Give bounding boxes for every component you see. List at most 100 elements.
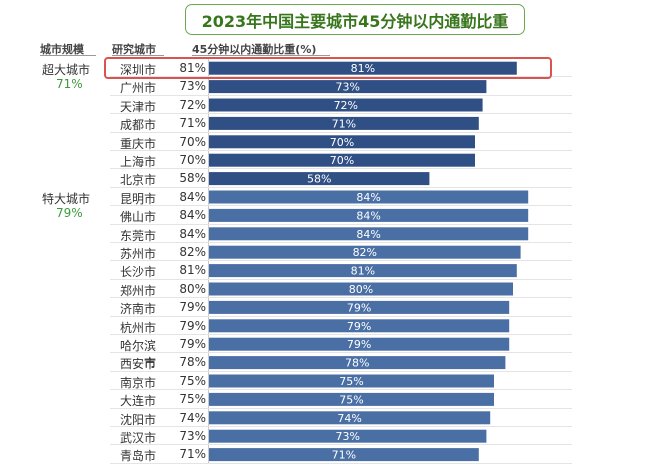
bar — [209, 245, 521, 259]
city-label: 北京市 — [119, 173, 156, 188]
bar-data-label: 81% — [351, 62, 375, 75]
city-label: 东莞市 — [119, 228, 156, 243]
city-label: 杭州市 — [119, 320, 156, 335]
city-label: 西安市 — [119, 357, 156, 372]
city-label: 济南市 — [119, 302, 156, 317]
city-label: 青岛市 — [119, 449, 156, 464]
header-underline — [192, 55, 330, 56]
bar — [209, 448, 479, 462]
value-column-label: 84% — [179, 226, 206, 241]
bar-data-label: 71% — [332, 449, 356, 462]
bar — [209, 392, 494, 406]
bar — [209, 190, 529, 204]
header-value: 45分钟以内通勤比重(%) — [192, 43, 317, 56]
value-column-label: 81% — [179, 61, 206, 75]
bar-data-label: 80% — [349, 283, 373, 296]
header-group: 城市规模 — [40, 43, 84, 56]
chart-title: 2023年中国主要城市45分钟以内通勤比重 — [185, 4, 525, 35]
bar-data-label: 78% — [345, 357, 369, 370]
row-divider — [110, 223, 572, 225]
row-divider — [110, 168, 572, 170]
bar-data-label: 73% — [335, 81, 359, 94]
bar-data-label: 79% — [347, 301, 371, 314]
city-label: 郑州市 — [119, 283, 156, 298]
value-column-label: 79% — [179, 337, 206, 351]
city-label: 广州市 — [119, 81, 156, 96]
row-divider — [110, 370, 572, 372]
value-column-label: 84% — [179, 208, 206, 223]
city-label: 天津市 — [119, 99, 156, 114]
bar-data-label: 58% — [307, 173, 331, 186]
bar-data-label: 73% — [335, 430, 359, 443]
row-divider — [110, 278, 572, 280]
group-label-megacity: 超大城市 — [42, 63, 91, 77]
value-column-label: 75% — [179, 392, 206, 407]
group-value-supercity: 79% — [56, 206, 83, 220]
bar — [209, 80, 487, 94]
bar — [209, 172, 430, 186]
bar — [209, 411, 491, 425]
city-label: 深圳市 — [119, 63, 156, 77]
row-divider — [110, 260, 572, 262]
value-column-label: 79% — [179, 300, 206, 315]
row-divider — [110, 352, 572, 354]
city-label: 昆明市 — [119, 191, 156, 206]
value-column-label: 58% — [179, 171, 206, 186]
bar — [209, 300, 510, 314]
row-divider — [110, 94, 572, 96]
row-divider — [110, 242, 572, 243]
row-divider — [110, 113, 572, 115]
header-city: 研究城市 — [112, 43, 156, 56]
value-column-label: 78% — [179, 355, 206, 370]
bar — [209, 61, 517, 75]
bar — [209, 356, 506, 370]
value-column-label: 80% — [179, 281, 206, 296]
value-column-label: 72% — [179, 97, 206, 112]
bar-data-label: 82% — [353, 246, 377, 259]
city-label: 长沙市 — [119, 265, 156, 280]
bar-data-label: 81% — [351, 265, 375, 278]
bar — [209, 319, 510, 333]
group-label-supercity: 特大城市 — [42, 192, 91, 206]
bar-data-label: 70% — [330, 136, 354, 149]
row-divider — [110, 315, 572, 317]
city-label: 南京市 — [119, 375, 156, 390]
bar — [209, 337, 510, 351]
bar — [209, 153, 475, 167]
bar-data-label: 74% — [337, 412, 361, 425]
value-column-label: 74% — [179, 410, 206, 425]
bar — [209, 429, 487, 443]
bar — [209, 116, 479, 130]
bar — [209, 208, 529, 222]
value-column-label: 84% — [179, 189, 206, 204]
row-divider — [110, 426, 572, 427]
bar — [209, 98, 483, 112]
bar-data-label: 75% — [339, 375, 363, 388]
bar — [209, 282, 513, 296]
city-label: 大连市 — [119, 394, 156, 409]
city-label: 武汉市 — [119, 431, 156, 445]
row-divider — [110, 444, 572, 446]
row-divider — [110, 297, 572, 299]
city-label: 成都市 — [119, 118, 156, 133]
value-column-label: 73% — [179, 79, 206, 94]
city-label: 哈尔滨市 — [119, 339, 156, 370]
row-divider — [110, 150, 572, 151]
value-column-label: 79% — [179, 318, 206, 333]
bar — [209, 264, 517, 278]
value-column-label: 73% — [179, 429, 206, 443]
city-label: 重庆市 — [119, 136, 156, 151]
city-label: 苏州市 — [119, 247, 156, 261]
bar-data-label: 79% — [347, 320, 371, 333]
row-divider — [110, 462, 572, 464]
bar — [209, 227, 529, 241]
bar-data-label: 84% — [356, 191, 380, 204]
row-divider — [110, 407, 572, 409]
group-value-megacity: 71% — [56, 77, 83, 91]
city-label: 佛山市 — [119, 210, 156, 225]
row-divider — [110, 389, 572, 391]
value-column-label: 82% — [179, 245, 206, 259]
city-label: 沈阳市 — [119, 412, 156, 427]
row-divider — [110, 131, 572, 133]
